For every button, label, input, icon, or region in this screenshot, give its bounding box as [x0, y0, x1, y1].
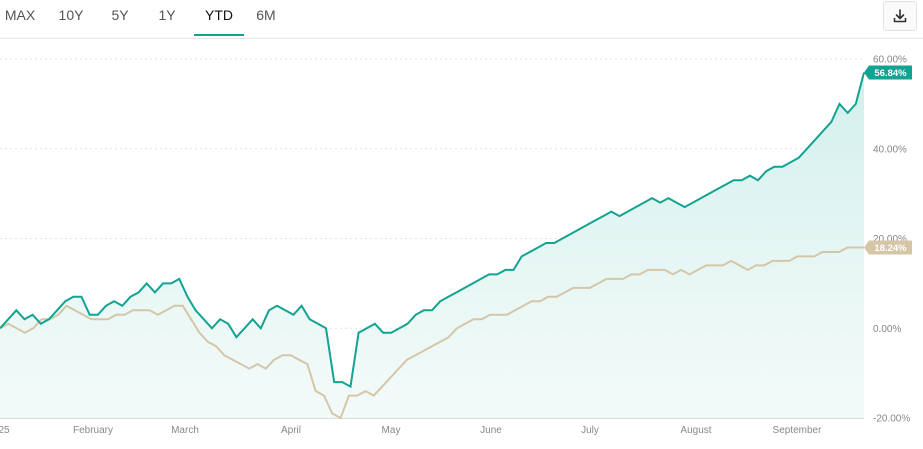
series-end-label: 56.84% — [874, 68, 907, 79]
y-tick-label: 0.00% — [873, 324, 901, 335]
download-icon — [893, 9, 907, 23]
y-tick-label: 20.00% — [873, 234, 907, 245]
download-button[interactable] — [883, 1, 917, 31]
tab-5y[interactable]: 5Y — [111, 7, 129, 23]
x-tick-label: April — [281, 425, 301, 436]
tab-1y[interactable]: 1Y — [158, 7, 176, 23]
x-tick-label: September — [773, 425, 823, 436]
x-tick-label: March — [171, 425, 199, 436]
x-tick-label: June — [480, 425, 502, 436]
tab-10y[interactable]: 10Y — [58, 7, 84, 23]
main-series-line — [0, 72, 865, 389]
x-tick-label: 25 — [0, 425, 10, 436]
y-tick-label: 40.00% — [873, 144, 907, 155]
x-tick-label: July — [581, 425, 599, 436]
tab-ytd[interactable]: YTD — [194, 0, 244, 36]
main-series-area — [0, 72, 864, 418]
x-tick-label: August — [680, 425, 711, 436]
series-end-flag: 56.84% — [864, 65, 912, 80]
range-tabs: MAX 10Y 5Y 1Y YTD 6M — [0, 0, 923, 38]
tab-max[interactable]: MAX — [4, 7, 36, 23]
y-tick-label: 60.00% — [873, 55, 907, 66]
x-tick-label: February — [73, 425, 113, 436]
tabs-divider — [0, 38, 923, 39]
series-end-flag: 18.24% — [864, 240, 912, 255]
y-tick-label: -20.00% — [873, 414, 910, 425]
series-end-label: 18.24% — [874, 243, 907, 254]
x-tick-label: May — [382, 425, 401, 436]
benchmark-series-line — [0, 246, 864, 420]
tab-6m[interactable]: 6M — [256, 7, 276, 23]
